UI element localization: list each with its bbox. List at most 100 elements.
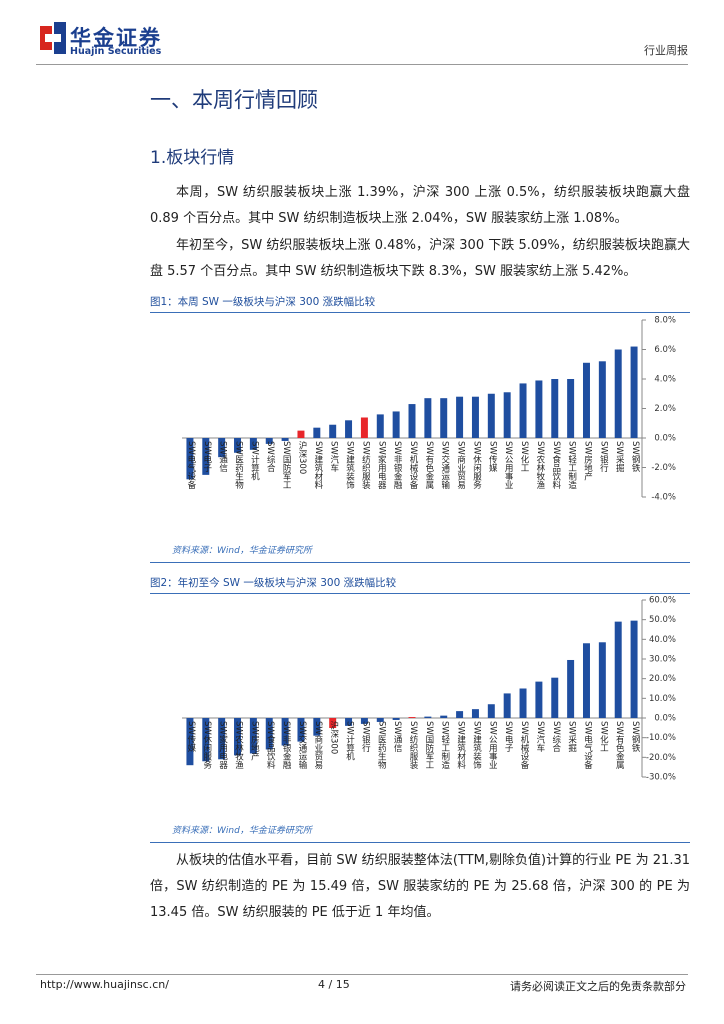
x-tick-label: SW传媒	[487, 441, 497, 473]
x-tick-label: SW休闲服务	[202, 721, 212, 770]
x-tick-label: SW建筑装饰	[345, 441, 355, 490]
x-tick-label: SW国防军工	[424, 721, 434, 769]
x-tick-label: SW轻工制造	[440, 721, 450, 770]
y-tick-label: -2.0%	[651, 463, 676, 473]
x-tick-label: SW采掘	[614, 441, 624, 473]
x-tick-label: SW钢铁	[630, 441, 640, 473]
y-tick-label: -10.0%	[646, 733, 676, 743]
bar	[471, 709, 479, 718]
y-tick-label: 2.0%	[654, 404, 676, 414]
x-tick-label: SW建筑材料	[313, 441, 323, 490]
x-tick-label: SW电气设备	[582, 721, 592, 770]
x-tick-label: SW采掘	[567, 721, 577, 753]
x-tick-label: SW银行	[598, 441, 608, 473]
x-tick-label: SW综合	[265, 441, 275, 473]
x-tick-label: SW汽车	[329, 441, 339, 473]
y-tick-label: 8.0%	[654, 316, 676, 326]
header-rule	[36, 64, 688, 65]
bar	[408, 404, 416, 438]
company-name-en: Huajin Securities	[70, 46, 162, 57]
company-name: 华金证券	[70, 26, 162, 50]
x-tick-label: SW食品饮料	[265, 721, 275, 770]
x-tick-label: SW国防军工	[281, 441, 291, 489]
x-tick-label: SW传媒	[186, 721, 196, 753]
bar	[234, 718, 242, 756]
bar	[345, 420, 353, 438]
y-tick-label: 0.0%	[654, 714, 676, 724]
bar	[202, 438, 210, 475]
x-tick-label: SW化工	[598, 721, 608, 752]
bar	[249, 438, 257, 450]
bar	[535, 681, 543, 718]
bar	[582, 643, 590, 718]
bar	[582, 362, 590, 438]
bar	[598, 642, 606, 718]
bar	[424, 716, 432, 718]
footer-rule	[36, 974, 688, 975]
bar	[456, 711, 464, 718]
bar	[519, 383, 527, 438]
bar	[503, 392, 511, 438]
bar	[329, 718, 337, 729]
x-tick-label: SW医药生物	[376, 721, 386, 770]
paragraph: 年初至今，SW 纺织服装板块上涨 0.48%，沪深 300 下跌 5.09%，纺…	[150, 238, 690, 279]
x-tick-label: SW机械设备	[519, 721, 529, 770]
bar	[408, 717, 416, 718]
report-type: 行业周报	[644, 44, 688, 57]
bar	[202, 718, 210, 762]
x-tick-label: SW化工	[519, 441, 529, 472]
bar	[313, 718, 321, 736]
bar	[249, 718, 257, 754]
logo-icon	[40, 22, 66, 54]
figure-rule	[150, 842, 690, 843]
bar	[218, 718, 226, 760]
x-tick-label: SW汽车	[535, 721, 545, 753]
bar	[360, 417, 368, 438]
bar	[471, 396, 479, 438]
bar	[265, 718, 273, 750]
bar	[614, 621, 622, 718]
figure-caption: 图2：年初至今 SW 一级板块与沪深 300 涨跌幅比较	[150, 575, 690, 594]
bar	[487, 704, 495, 718]
bar	[329, 424, 337, 438]
x-tick-label: SW房地产	[249, 721, 259, 761]
x-tick-label: SW钢铁	[630, 721, 640, 753]
x-tick-label: SW公用事业	[503, 441, 513, 489]
x-tick-label: SW有色金属	[614, 721, 624, 770]
bar	[551, 379, 559, 438]
x-tick-label: SW农林牧渔	[535, 441, 545, 489]
x-tick-label: SW电子	[503, 721, 513, 752]
figure-rule	[150, 562, 690, 563]
x-tick-label: SW农林牧渔	[234, 721, 244, 769]
bar	[614, 349, 622, 438]
y-tick-label: 10.0%	[649, 694, 676, 704]
x-tick-label: SW食品饮料	[551, 441, 561, 490]
bar	[630, 346, 638, 438]
bar	[218, 438, 226, 458]
x-tick-label: SW医药生物	[234, 441, 244, 490]
bar	[392, 411, 400, 438]
paragraph: 本周，SW 纺织服装板块上涨 1.39%，沪深 300 上涨 0.5%，纺织服装…	[150, 185, 690, 226]
x-tick-label: SW轻工制造	[567, 441, 577, 490]
x-tick-label: SW家用电器	[376, 441, 386, 490]
bar	[456, 396, 464, 438]
bar	[186, 438, 194, 480]
x-tick-label: SW公用事业	[487, 721, 497, 769]
bar-chart: -30.0% -20.0% -10.0% 0.0% 10.0% 20.0% 30.0% 40.…	[182, 596, 676, 783]
x-tick-label: SW银行	[360, 721, 370, 753]
x-tick-label: SW有色金属	[424, 441, 434, 490]
y-tick-label: 4.0%	[654, 375, 676, 385]
bar	[440, 715, 448, 718]
y-tick-label: 20.0%	[649, 674, 676, 684]
bar	[519, 688, 527, 718]
page-number: 4 / 15	[318, 978, 350, 991]
paragraph: 从板块的估值水平看，目前 SW 纺织服装整体法(TTM,剔除负值)计算的行业 P…	[150, 853, 690, 920]
x-tick-label: SW非银金融	[281, 721, 291, 770]
y-tick-label: -20.0%	[646, 753, 676, 763]
bar	[297, 430, 305, 438]
bar	[281, 438, 289, 441]
x-tick-label: SW电子	[202, 441, 212, 472]
bar	[503, 693, 511, 718]
bar	[345, 718, 353, 726]
